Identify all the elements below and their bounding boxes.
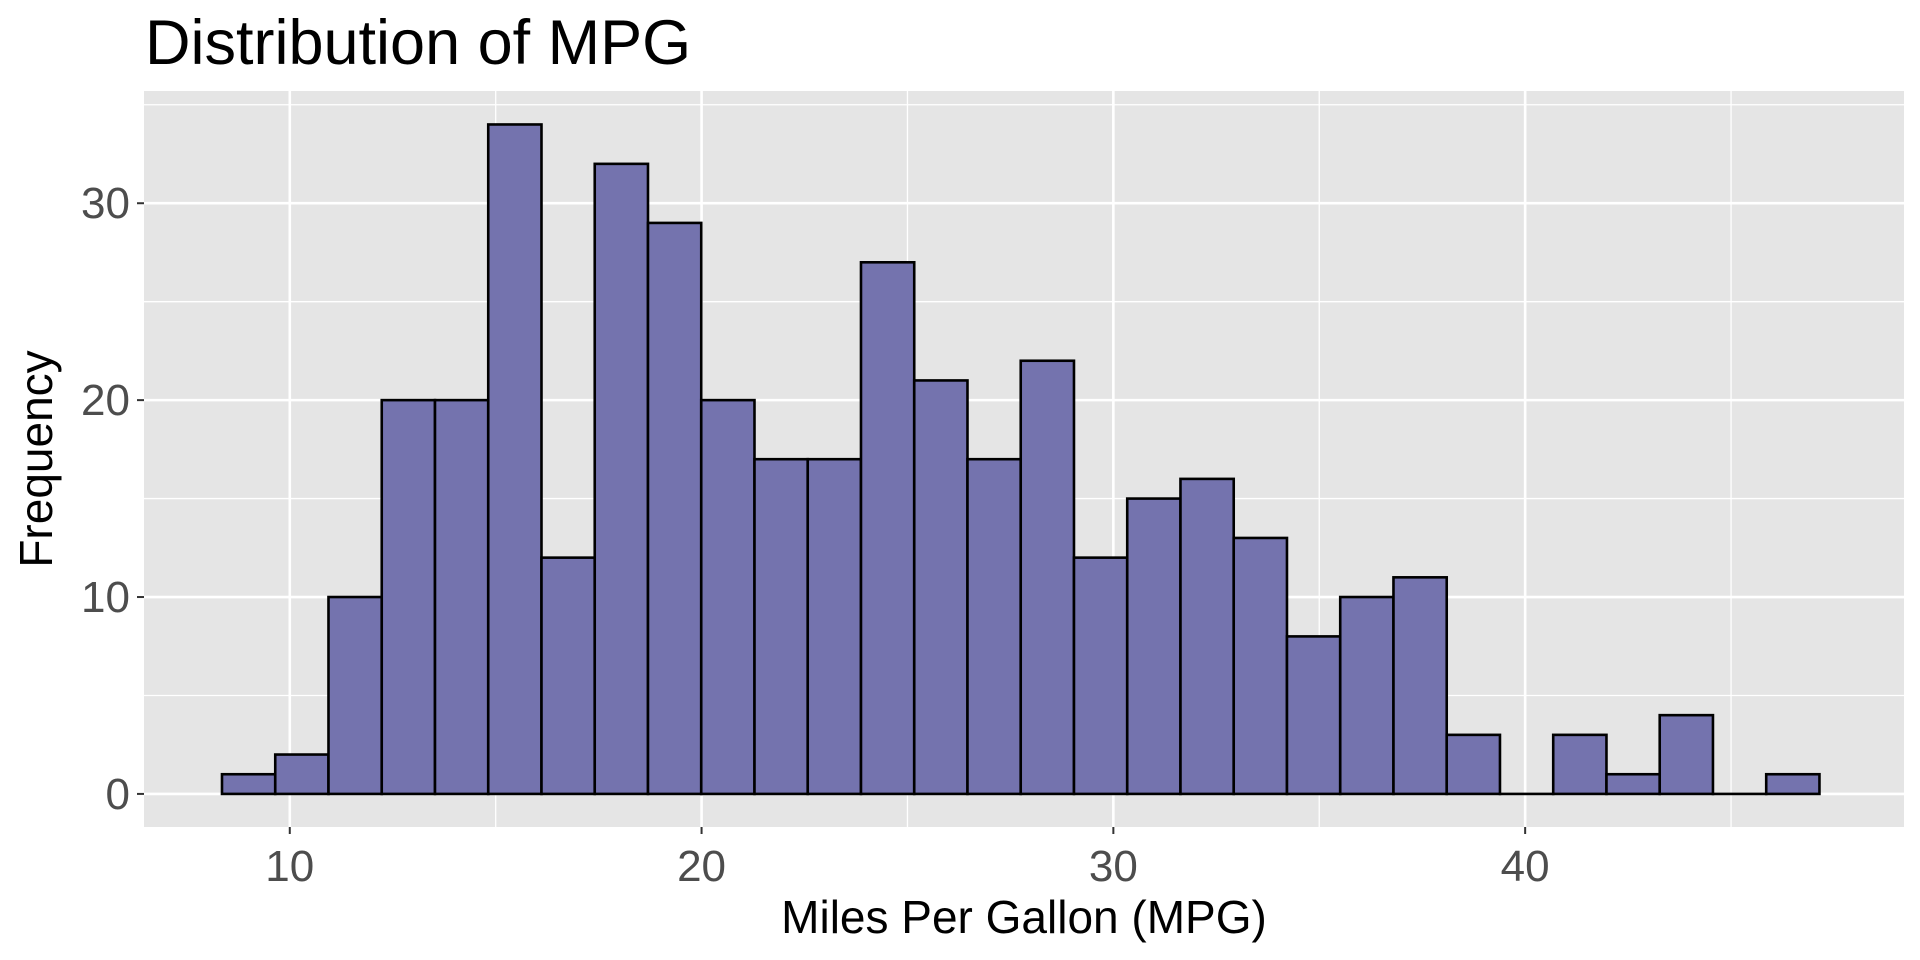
histogram-bar bbox=[1764, 772, 1821, 796]
y-axis: 0 10 20 30 bbox=[81, 179, 144, 819]
x-tick-label: 40 bbox=[1501, 842, 1550, 891]
y-tick-label: 10 bbox=[81, 573, 130, 622]
histogram-bar bbox=[380, 398, 437, 796]
y-tick-label: 30 bbox=[81, 179, 130, 228]
histogram-bar bbox=[593, 162, 650, 796]
histogram-bar bbox=[859, 261, 916, 796]
chart-title: Distribution of MPG bbox=[145, 8, 691, 78]
histogram-bar bbox=[1551, 733, 1608, 796]
histogram-bar bbox=[1019, 359, 1076, 796]
histogram-bar bbox=[1179, 477, 1236, 796]
histogram-bar bbox=[1285, 635, 1342, 796]
histogram-bar bbox=[273, 753, 330, 796]
histogram-bar bbox=[753, 457, 810, 796]
histogram-bar bbox=[699, 398, 756, 796]
histogram-bar bbox=[1445, 733, 1502, 796]
histogram-bar bbox=[1605, 772, 1662, 796]
y-axis-title: Frequency bbox=[10, 350, 62, 567]
y-tick-label: 20 bbox=[81, 376, 130, 425]
x-axis: 10 20 30 40 bbox=[265, 827, 1550, 891]
histogram-bar bbox=[433, 398, 490, 796]
histogram-bar bbox=[1392, 576, 1449, 796]
x-axis-title: Miles Per Gallon (MPG) bbox=[781, 891, 1267, 943]
y-tick-label: 0 bbox=[106, 770, 130, 819]
histogram-bar bbox=[540, 556, 597, 796]
x-tick-label: 10 bbox=[265, 842, 314, 891]
x-tick-label: 30 bbox=[1089, 842, 1138, 891]
histogram-bars bbox=[220, 123, 1821, 796]
histogram-bar bbox=[327, 595, 384, 796]
histogram-bar bbox=[1338, 595, 1395, 796]
histogram-bar bbox=[220, 772, 277, 796]
histogram-bar bbox=[486, 123, 543, 796]
histogram-bar bbox=[806, 457, 863, 796]
x-tick-label: 20 bbox=[677, 842, 726, 891]
histogram-bar bbox=[912, 379, 969, 796]
histogram-bar bbox=[646, 221, 703, 796]
histogram-bar bbox=[1232, 536, 1289, 796]
histogram-bar bbox=[1072, 556, 1129, 796]
histogram-bar bbox=[1125, 497, 1182, 796]
histogram-bar bbox=[966, 457, 1023, 796]
histogram-bar bbox=[1658, 713, 1715, 796]
